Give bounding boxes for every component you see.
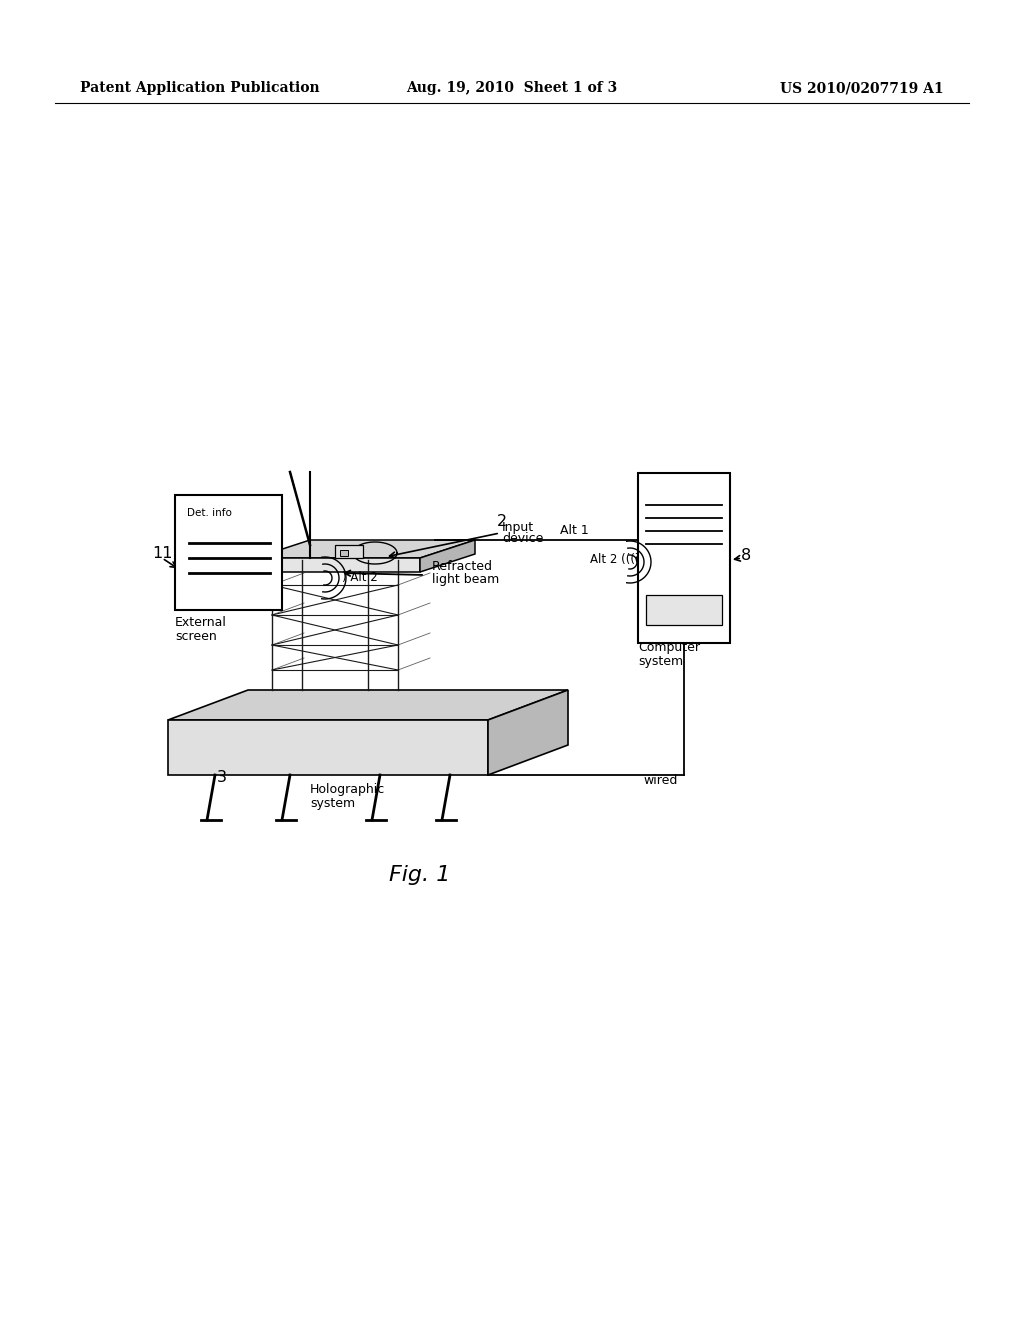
Text: light beam: light beam [432,573,500,586]
Text: Det. info: Det. info [187,508,231,517]
Bar [335,545,362,558]
Text: Refracted: Refracted [432,561,493,573]
Bar [638,473,730,643]
Text: ) Alt 2: ) Alt 2 [342,570,378,583]
Polygon shape [255,558,420,572]
Text: US 2010/0207719 A1: US 2010/0207719 A1 [780,81,944,95]
Polygon shape [255,540,475,558]
Text: Computer: Computer [638,642,700,655]
Text: 1: 1 [173,503,183,517]
Text: Fig. 1: Fig. 1 [389,865,451,884]
Text: External: External [175,616,227,630]
Polygon shape [168,690,568,719]
Polygon shape [168,719,488,775]
Text: device: device [502,532,544,545]
Text: 11: 11 [152,545,172,561]
Bar [175,495,282,610]
Polygon shape [488,690,568,775]
Bar [646,595,722,624]
Text: system: system [310,796,355,809]
Text: Alt 1: Alt 1 [560,524,589,536]
Text: wired: wired [643,774,677,787]
Bar [340,550,348,556]
Text: system: system [638,655,683,668]
Text: 3: 3 [217,771,227,785]
Text: Patent Application Publication: Patent Application Publication [80,81,319,95]
Text: 8: 8 [741,549,752,564]
Text: Aug. 19, 2010  Sheet 1 of 3: Aug. 19, 2010 Sheet 1 of 3 [407,81,617,95]
Text: screen: screen [175,630,217,643]
Text: 2: 2 [497,515,507,529]
Text: Input: Input [502,520,535,533]
Polygon shape [420,540,475,572]
Text: Holographic: Holographic [310,784,385,796]
Text: Alt 2 (((ζ: Alt 2 (((ζ [590,553,641,566]
